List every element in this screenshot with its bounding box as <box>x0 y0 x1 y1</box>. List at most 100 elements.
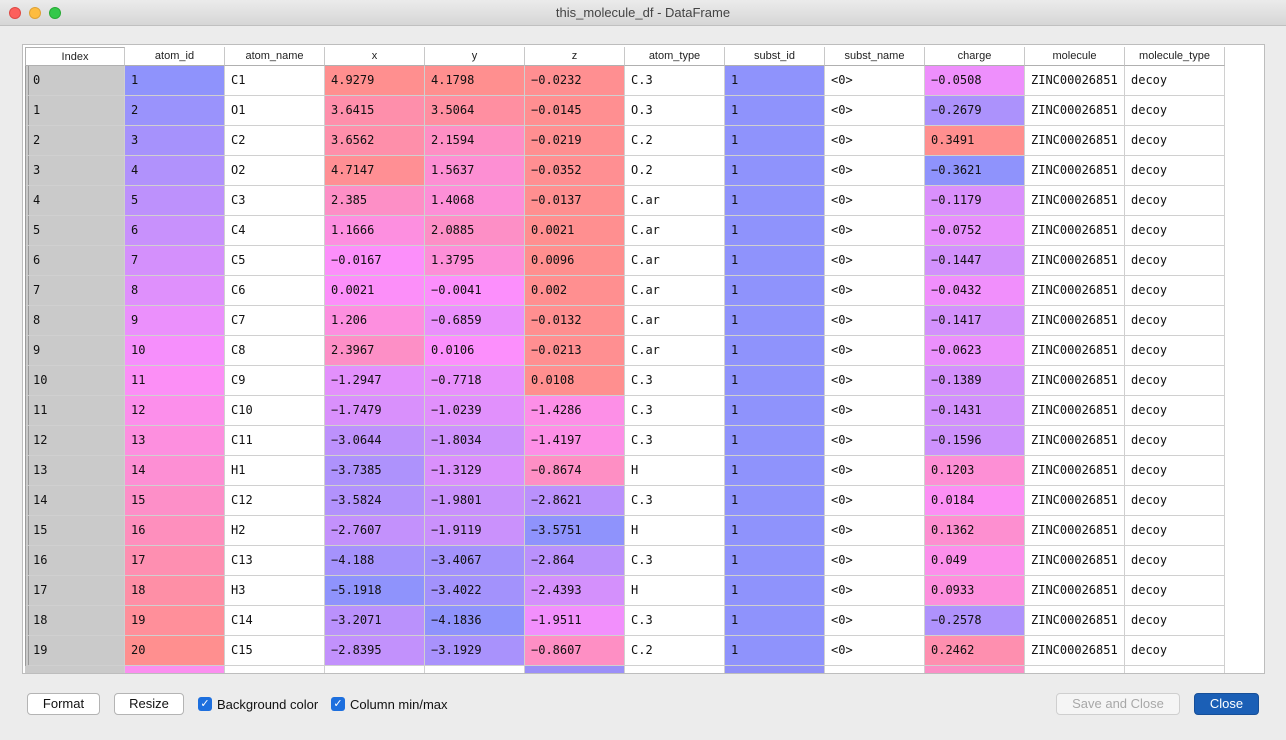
table-cell[interactable]: −0.0752 <box>925 216 1025 246</box>
table-cell[interactable]: <0> <box>825 216 925 246</box>
column-header-molecule[interactable]: molecule <box>1025 47 1125 66</box>
table-cell[interactable]: 5 <box>125 186 225 216</box>
table-cell[interactable]: −0.2578 <box>925 606 1025 636</box>
table-cell[interactable]: C.2 <box>625 126 725 156</box>
table-cell[interactable]: decoy <box>1125 126 1225 156</box>
row-index-cell[interactable]: 6 <box>25 246 125 276</box>
column-header-z[interactable]: z <box>525 47 625 66</box>
table-cell[interactable]: 7 <box>125 246 225 276</box>
table-cell[interactable]: C.3 <box>625 366 725 396</box>
table-cell[interactable]: −4.188 <box>325 546 425 576</box>
row-index-cell[interactable]: 12 <box>25 426 125 456</box>
row-index-cell[interactable]: 10 <box>25 366 125 396</box>
table-cell[interactable] <box>1025 666 1125 673</box>
table-cell[interactable]: C.3 <box>625 546 725 576</box>
table-cell[interactable]: O.3 <box>625 96 725 126</box>
table-cell[interactable]: ZINC00026851 <box>1025 126 1125 156</box>
table-cell[interactable]: 2.0885 <box>425 216 525 246</box>
column-header-x[interactable]: x <box>325 47 425 66</box>
table-cell[interactable]: 2.3967 <box>325 336 425 366</box>
table-cell[interactable]: 0.1362 <box>925 516 1025 546</box>
table-cell[interactable]: decoy <box>1125 606 1225 636</box>
table-cell[interactable]: 1.4068 <box>425 186 525 216</box>
table-cell[interactable]: −0.0508 <box>925 66 1025 96</box>
table-cell[interactable]: <0> <box>825 636 925 666</box>
table-cell[interactable]: −0.0167 <box>325 246 425 276</box>
table-cell[interactable]: 1 <box>725 606 825 636</box>
table-cell[interactable]: 1 <box>725 456 825 486</box>
table-cell[interactable]: 1 <box>725 246 825 276</box>
table-cell[interactable]: 1 <box>725 576 825 606</box>
table-cell[interactable]: 0.0021 <box>325 276 425 306</box>
table-cell[interactable]: C.3 <box>625 486 725 516</box>
row-index-cell[interactable]: 17 <box>25 576 125 606</box>
table-cell[interactable]: −0.0352 <box>525 156 625 186</box>
table-cell[interactable]: 3.5064 <box>425 96 525 126</box>
column-header-index[interactable]: Index <box>25 47 125 66</box>
table-cell[interactable]: decoy <box>1125 546 1225 576</box>
row-index-cell[interactable]: 16 <box>25 546 125 576</box>
table-cell[interactable]: H1 <box>225 456 325 486</box>
row-index-cell[interactable]: 5 <box>25 216 125 246</box>
table-cell[interactable]: 6 <box>125 216 225 246</box>
table-cell[interactable]: <0> <box>825 546 925 576</box>
table-cell[interactable]: decoy <box>1125 276 1225 306</box>
table-cell[interactable]: ZINC00026851 <box>1025 96 1125 126</box>
table-cell[interactable]: −2.4393 <box>525 576 625 606</box>
table-cell[interactable]: 20 <box>125 636 225 666</box>
table-cell[interactable]: ZINC00026851 <box>1025 486 1125 516</box>
table-cell[interactable]: −3.5751 <box>525 516 625 546</box>
table-cell[interactable]: −4.1836 <box>425 606 525 636</box>
table-cell[interactable] <box>325 666 425 673</box>
table-cell[interactable]: −5.1918 <box>325 576 425 606</box>
format-button[interactable]: Format <box>27 693 100 715</box>
table-cell[interactable]: ZINC00026851 <box>1025 366 1125 396</box>
column-minmax-checkbox[interactable]: ✓ Column min/max <box>331 696 448 712</box>
table-cell[interactable]: 1 <box>725 636 825 666</box>
table-cell[interactable]: decoy <box>1125 96 1225 126</box>
table-cell[interactable]: ZINC00026851 <box>1025 186 1125 216</box>
row-index-cell[interactable]: 14 <box>25 486 125 516</box>
table-cell[interactable]: −0.7718 <box>425 366 525 396</box>
table-cell[interactable] <box>525 666 625 673</box>
save-and-close-button[interactable]: Save and Close <box>1056 693 1180 715</box>
column-header-molecule-type[interactable]: molecule_type <box>1125 47 1225 66</box>
table-cell[interactable]: −0.0137 <box>525 186 625 216</box>
table-cell[interactable]: 1 <box>725 126 825 156</box>
table-cell[interactable]: ZINC00026851 <box>1025 576 1125 606</box>
table-cell[interactable]: C3 <box>225 186 325 216</box>
row-index-cell[interactable]: 18 <box>25 606 125 636</box>
table-cell[interactable]: C.ar <box>625 276 725 306</box>
table-cell[interactable]: 10 <box>125 336 225 366</box>
close-window-icon[interactable] <box>9 7 21 19</box>
table-cell[interactable]: C13 <box>225 546 325 576</box>
table-cell[interactable]: 1 <box>725 306 825 336</box>
row-index-cell[interactable]: 2 <box>25 126 125 156</box>
table-cell[interactable]: ZINC00026851 <box>1025 66 1125 96</box>
table-cell[interactable]: −0.1447 <box>925 246 1025 276</box>
table-cell[interactable]: 1 <box>725 276 825 306</box>
table-cell[interactable]: −0.1417 <box>925 306 1025 336</box>
row-index-cell[interactable]: 7 <box>25 276 125 306</box>
table-cell[interactable]: −1.4197 <box>525 426 625 456</box>
row-index-cell[interactable]: 11 <box>25 396 125 426</box>
table-cell[interactable]: <0> <box>825 606 925 636</box>
table-cell[interactable]: C15 <box>225 636 325 666</box>
row-index-cell[interactable]: 19 <box>25 636 125 666</box>
table-cell[interactable]: ZINC00026851 <box>1025 306 1125 336</box>
column-header-subst-id[interactable]: subst_id <box>725 47 825 66</box>
table-cell[interactable] <box>225 666 325 673</box>
zoom-window-icon[interactable] <box>49 7 61 19</box>
table-cell[interactable]: <0> <box>825 246 925 276</box>
table-cell[interactable]: C8 <box>225 336 325 366</box>
table-cell[interactable]: 0.2462 <box>925 636 1025 666</box>
table-cell[interactable]: −3.2071 <box>325 606 425 636</box>
table-cell[interactable]: 8 <box>125 276 225 306</box>
table-cell[interactable]: 3 <box>125 126 225 156</box>
table-cell[interactable]: C.3 <box>625 396 725 426</box>
table-cell[interactable]: ZINC00026851 <box>1025 546 1125 576</box>
row-index-cell[interactable]: 9 <box>25 336 125 366</box>
table-cell[interactable]: decoy <box>1125 156 1225 186</box>
table-cell[interactable]: 1.1666 <box>325 216 425 246</box>
table-cell[interactable]: decoy <box>1125 516 1225 546</box>
